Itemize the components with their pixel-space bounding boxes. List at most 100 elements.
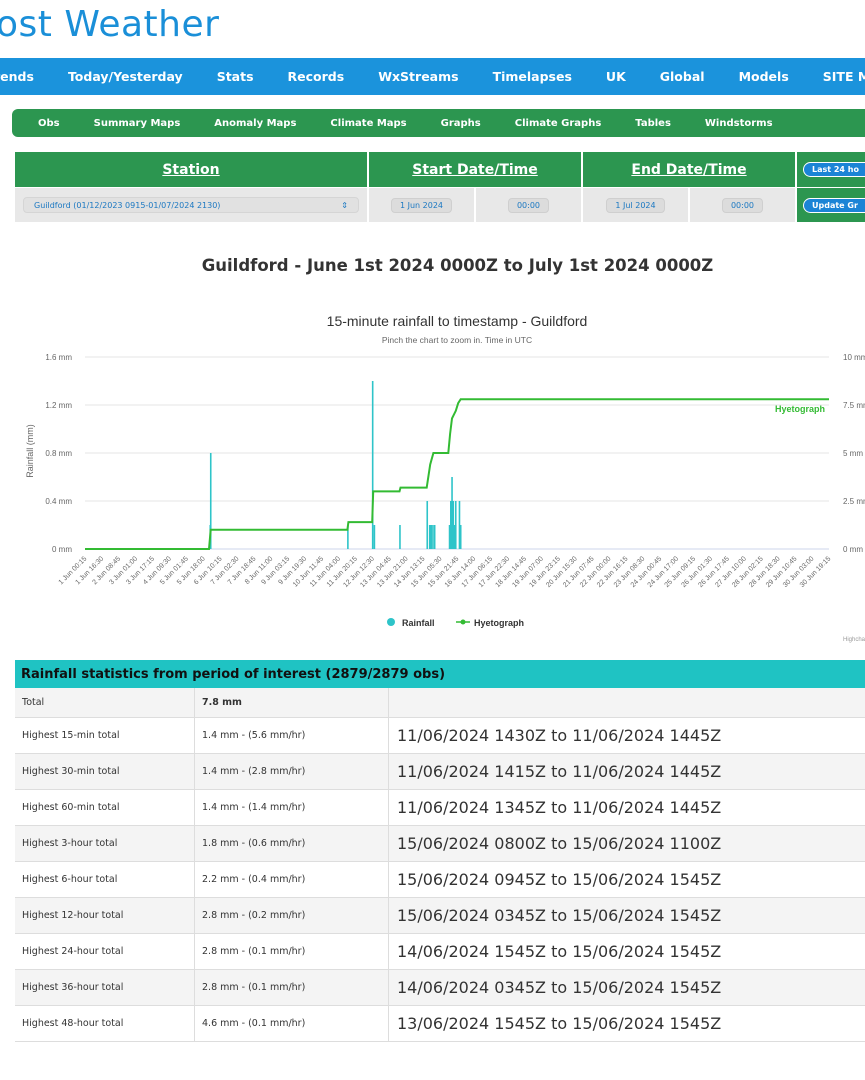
- stats-total-label: Total: [15, 688, 195, 717]
- site-title[interactable]: ost Weather: [0, 4, 220, 45]
- stats-row-period: 15/06/2024 0945Z to 15/06/2024 1545Z: [389, 862, 865, 897]
- stats-row: Highest 24-hour total 2.8 mm - (0.1 mm/hr…: [15, 934, 865, 970]
- stats-row-value: 1.8 mm - (0.6 mm/hr): [195, 826, 389, 861]
- rainfall-bar: [459, 525, 462, 549]
- stats-row-label: Highest 24-hour total: [15, 934, 195, 969]
- stats-row-period: 15/06/2024 0345Z to 15/06/2024 1545Z: [389, 898, 865, 933]
- end-date-cell: 1 Jul 2024: [583, 188, 688, 222]
- station-header-label[interactable]: Station: [162, 161, 220, 178]
- start-header-label[interactable]: Start Date/Time: [412, 161, 538, 178]
- stats-row-period: 11/06/2024 1430Z to 11/06/2024 1445Z: [389, 718, 865, 753]
- y2-tick-label: 2.5 mm: [843, 497, 865, 506]
- y2-axis-ticks: 0 mm 2.5 mm 5 mm 7.5 mm 10 mm: [843, 353, 865, 554]
- y2-tick-label: 0 mm: [843, 545, 863, 554]
- start-date-cell: 1 Jun 2024: [369, 188, 474, 222]
- chart-credit[interactable]: Highcha: [843, 637, 865, 643]
- page-heading: Guildford - June 1st 2024 0000Z to July …: [201, 256, 714, 275]
- legend-hyetograph-marker: [460, 619, 466, 625]
- rainfall-bar: [347, 525, 349, 549]
- rainfall-bar: [371, 381, 374, 549]
- station-select[interactable]: Guildford (01/12/2023 0915-01/07/2024 21…: [23, 197, 359, 213]
- y2-tick-label: 5 mm: [843, 449, 863, 458]
- rainfall-bar: [452, 501, 455, 549]
- update-cell: Update Gr: [797, 188, 865, 222]
- rainfall-statistics-table: Rainfall statistics from period of inter…: [15, 660, 865, 1042]
- hyetograph-line: [85, 398, 829, 550]
- stats-row-label: Highest 60-min total: [15, 790, 195, 825]
- x-axis-ticks: 1 Jun 00:151 Jun 16:302 Jun 08:453 Jun 0…: [58, 555, 833, 589]
- last-24-hours-button[interactable]: Last 24 ho: [803, 162, 865, 177]
- rainfall-chart[interactable]: 15-minute rainfall to timestamp - Guildf…: [0, 305, 865, 650]
- legend-rainfall-label[interactable]: Rainfall: [402, 618, 435, 628]
- start-time-cell: 00:00: [476, 188, 581, 222]
- nav-item-stats[interactable]: Stats: [216, 69, 254, 84]
- rainfall-bar: [448, 525, 451, 549]
- subnav-item-graphs[interactable]: Graphs: [440, 117, 481, 129]
- nav-item-records[interactable]: Records: [287, 69, 345, 84]
- gridlines: [85, 356, 829, 550]
- subnav-item-windstorms[interactable]: Windstorms: [704, 117, 773, 129]
- stats-row-label: Highest 36-hour total: [15, 970, 195, 1005]
- end-date-input[interactable]: 1 Jul 2024: [606, 197, 665, 213]
- rainfall-bar: [450, 501, 452, 549]
- stats-row: Highest 30-min total 1.4 mm - (2.8 mm/hr)…: [15, 754, 865, 790]
- subnav-item-anomaly-maps[interactable]: Anomaly Maps: [214, 117, 297, 129]
- stats-row-label: Highest 30-min total: [15, 754, 195, 789]
- subnav-item-tables[interactable]: Tables: [635, 117, 671, 129]
- last24-cell: Last 24 ho: [797, 152, 865, 187]
- y2-tick-label: 10 mm: [843, 353, 865, 362]
- start-date-input[interactable]: 1 Jun 2024: [390, 197, 453, 213]
- form-header-row: Station Start Date/Time End Date/Time La…: [15, 152, 865, 187]
- stats-row-period: 15/06/2024 0800Z to 15/06/2024 1100Z: [389, 826, 865, 861]
- nav-item-today-yesterday[interactable]: Today/Yesterday: [67, 69, 183, 84]
- y-tick-label: 0 mm: [52, 545, 72, 554]
- stats-body: Total 7.8 mm Highest 15-min total 1.4 mm …: [15, 688, 865, 1042]
- form-value-row: Guildford (01/12/2023 0915-01/07/2024 21…: [15, 188, 865, 222]
- end-header-label[interactable]: End Date/Time: [631, 161, 747, 178]
- station-cell: Guildford (01/12/2023 0915-01/07/2024 21…: [15, 188, 367, 222]
- stats-row-label: Highest 48-hour total: [15, 1006, 195, 1041]
- subnav-item-obs[interactable]: Obs: [38, 117, 60, 129]
- end-time-cell: 00:00: [690, 188, 795, 222]
- nav-item-models[interactable]: Models: [738, 69, 789, 84]
- stats-row-value: 1.4 mm - (1.4 mm/hr): [195, 790, 389, 825]
- end-header: End Date/Time: [583, 152, 795, 187]
- rainfall-bar: [433, 525, 436, 549]
- subnav-item-climate-maps[interactable]: Climate Maps: [330, 117, 407, 129]
- y-tick-label: 0.4 mm: [45, 497, 72, 506]
- y-axis-ticks: 0 mm 0.4 mm 0.8 mm 1.2 mm 1.6 mm: [45, 353, 72, 554]
- update-graph-button[interactable]: Update Gr: [803, 197, 865, 213]
- stats-row: Highest 60-min total 1.4 mm - (1.4 mm/hr)…: [15, 790, 865, 826]
- subnav-item-climate-graphs[interactable]: Climate Graphs: [514, 117, 602, 129]
- y-tick-label: 0.8 mm: [45, 449, 72, 458]
- y-tick-label: 1.6 mm: [45, 353, 72, 362]
- rainfall-bar: [453, 525, 456, 549]
- stats-row: Highest 36-hour total 2.8 mm - (0.1 mm/hr…: [15, 970, 865, 1006]
- start-time-input[interactable]: 00:00: [507, 197, 550, 213]
- nav-item-uk[interactable]: UK: [605, 69, 626, 84]
- nav-item-wxstreams[interactable]: WxStreams: [378, 69, 459, 84]
- rainfall-bar: [451, 477, 453, 549]
- legend-hyetograph-label[interactable]: Hyetograph: [474, 618, 524, 628]
- nav-item-global[interactable]: Global: [659, 69, 705, 84]
- stats-row-period: 11/06/2024 1415Z to 11/06/2024 1445Z: [389, 754, 865, 789]
- sub-navigation: Obs Summary Maps Anomaly Maps Climate Ma…: [12, 109, 865, 137]
- select-updown-icon: ⇕: [341, 200, 348, 210]
- rainfall-bar: [209, 453, 212, 549]
- end-time-input[interactable]: 00:00: [721, 197, 764, 213]
- rainfall-bar: [454, 501, 457, 549]
- stats-row-value: 4.6 mm - (0.1 mm/hr): [195, 1006, 389, 1041]
- stats-row-label: Highest 3-hour total: [15, 826, 195, 861]
- stats-row-label: Highest 12-hour total: [15, 898, 195, 933]
- stats-total-row: Total 7.8 mm: [15, 688, 865, 718]
- nav-item-timelapses[interactable]: Timelapses: [492, 69, 572, 84]
- stats-row-period: 11/06/2024 1345Z to 11/06/2024 1445Z: [389, 790, 865, 825]
- stats-row-label: Highest 15-min total: [15, 718, 195, 753]
- nav-item-site-map[interactable]: SITE MAP: [822, 69, 865, 84]
- subnav-item-summary-maps[interactable]: Summary Maps: [93, 117, 181, 129]
- x-tick-label: 30 Jun 19:15: [799, 555, 833, 589]
- stats-heading: Rainfall statistics from period of inter…: [15, 660, 865, 688]
- stats-row-period: 13/06/2024 1545Z to 15/06/2024 1545Z: [389, 1006, 865, 1041]
